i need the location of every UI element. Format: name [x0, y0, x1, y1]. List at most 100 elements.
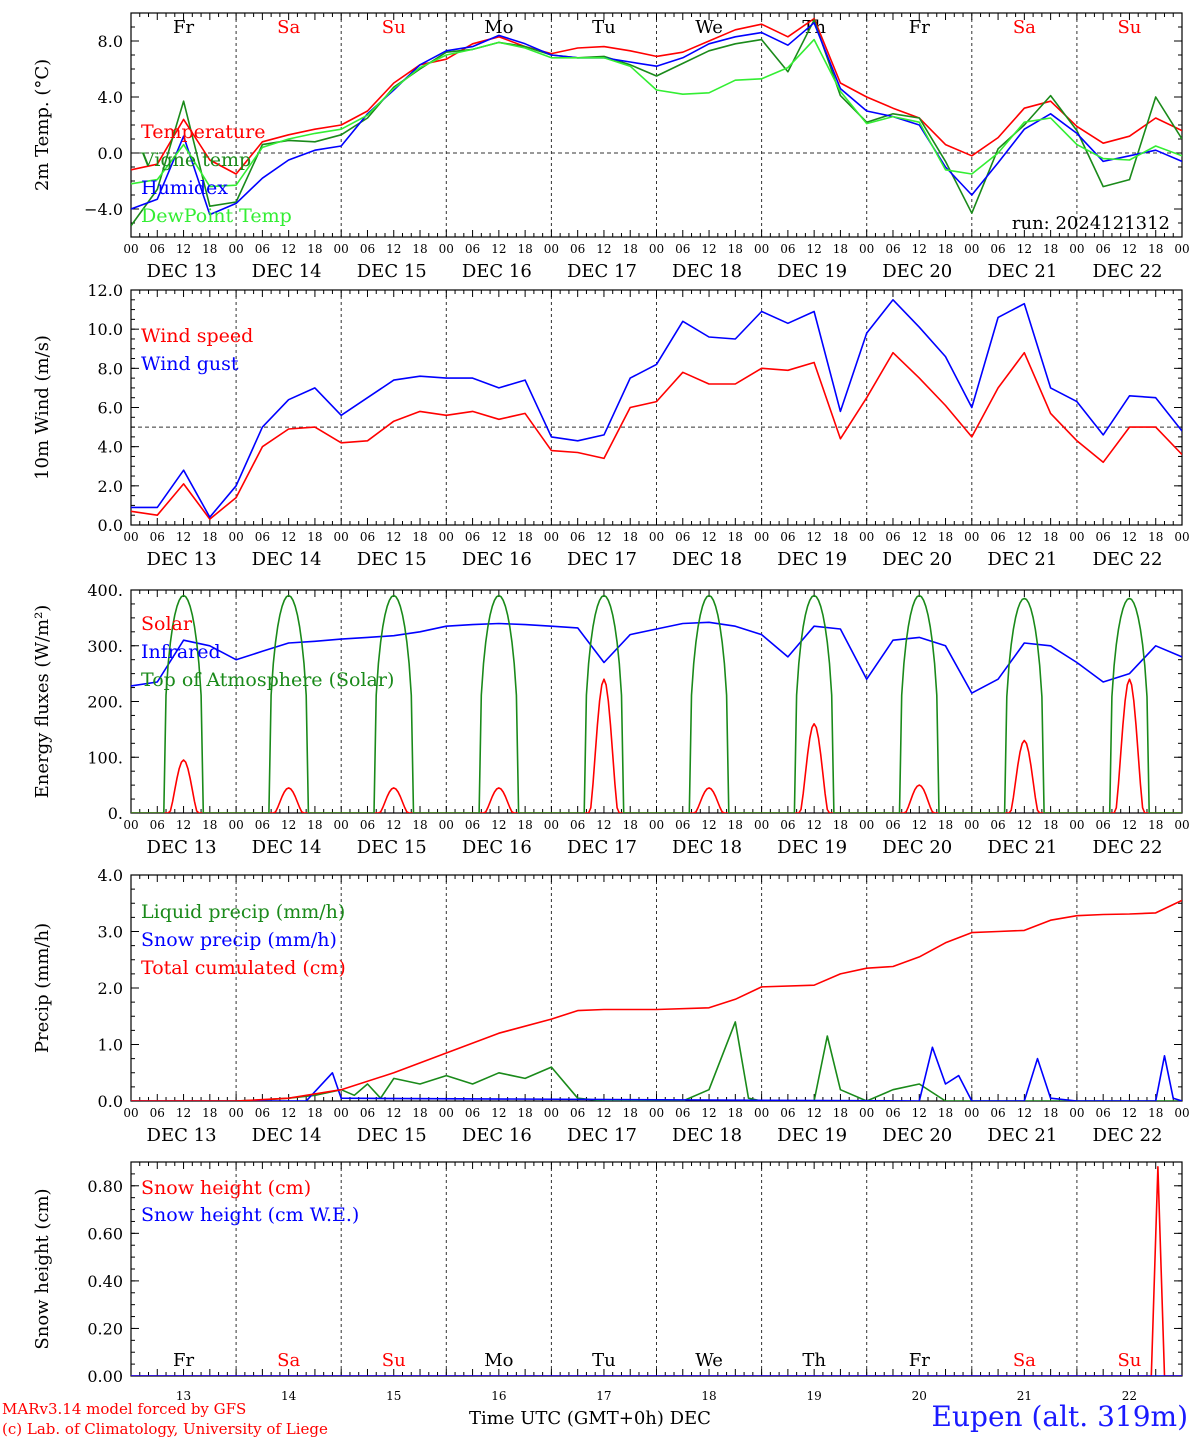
y-tick-label: 0.80 — [87, 1177, 123, 1196]
hour-label: 00 — [544, 530, 559, 544]
hour-label: 06 — [465, 242, 480, 256]
day-name-label: Fr — [909, 1350, 930, 1371]
date-label: DEC 18 — [672, 837, 742, 858]
hour-label: 12 — [176, 1106, 191, 1120]
day-number-label: 19 — [807, 1389, 822, 1403]
hour-label: 00 — [1069, 1106, 1084, 1120]
date-label: DEC 20 — [882, 837, 952, 858]
date-label: DEC 22 — [1092, 261, 1162, 282]
hour-label: 00 — [859, 242, 874, 256]
day-number-label: 17 — [596, 1389, 611, 1403]
day-name-label: Tu — [592, 1350, 616, 1371]
day-number-label: 18 — [701, 1389, 716, 1403]
day-name-label: We — [695, 17, 723, 38]
hour-label: 00 — [1174, 818, 1189, 832]
y-axis-label: Snow height (cm) — [32, 1188, 53, 1349]
date-label: DEC 21 — [987, 837, 1057, 858]
hour-label: 00 — [754, 242, 769, 256]
hour-label: 00 — [334, 242, 349, 256]
series-line-snow-height-cm- — [131, 1166, 1182, 1376]
hour-label: 06 — [780, 1106, 795, 1120]
hour-label: 06 — [360, 242, 375, 256]
day-name-label: Su — [382, 17, 406, 38]
legend-entry: DewPoint Temp — [141, 205, 292, 227]
day-name-label: Fr — [909, 17, 930, 38]
legend-entry: Humidex — [141, 177, 228, 199]
hour-label: 00 — [649, 530, 664, 544]
hour-label: 00 — [123, 530, 138, 544]
hour-label: 12 — [281, 1106, 296, 1120]
hour-label: 12 — [1122, 530, 1137, 544]
day-name-label: Su — [1117, 17, 1141, 38]
hour-label: 06 — [255, 530, 270, 544]
hour-label: 18 — [1148, 818, 1163, 832]
date-label: DEC 16 — [462, 1125, 532, 1146]
legend-entry: Liquid precip (mm/h) — [141, 901, 345, 923]
hour-label: 06 — [780, 242, 795, 256]
y-tick-label: 2.0 — [98, 979, 123, 998]
hour-label: 12 — [807, 242, 822, 256]
day-name-label: We — [695, 1350, 723, 1371]
hour-label: 12 — [807, 818, 822, 832]
y-tick-label: 6.0 — [98, 399, 123, 418]
hour-label: 00 — [859, 818, 874, 832]
hour-label: 06 — [780, 818, 795, 832]
day-name-label: Fr — [173, 17, 194, 38]
legend-entry: Temperature — [141, 121, 265, 143]
model-credit: MARv3.14 model forced by GFS — [2, 1400, 247, 1418]
y-tick-label: 3.0 — [98, 923, 123, 942]
hour-label: 12 — [491, 818, 506, 832]
hour-label: 12 — [912, 818, 927, 832]
hour-label: 00 — [228, 818, 243, 832]
y-tick-label: 4.0 — [98, 866, 123, 885]
hour-label: 06 — [360, 1106, 375, 1120]
date-label: DEC 13 — [147, 549, 217, 570]
hour-label: 00 — [1069, 242, 1084, 256]
date-label: DEC 13 — [147, 261, 217, 282]
date-label: DEC 18 — [672, 1125, 742, 1146]
legend-entry: Snow height (cm W.E.) — [141, 1204, 359, 1226]
hour-label: 06 — [465, 1106, 480, 1120]
hour-label: 00 — [754, 1106, 769, 1120]
hour-label: 00 — [1174, 242, 1189, 256]
date-label: DEC 20 — [882, 261, 952, 282]
day-name-label: Fr — [173, 1350, 194, 1371]
y-tick-label: 10.0 — [87, 320, 123, 339]
hour-label: 00 — [964, 1106, 979, 1120]
hour-label: 18 — [1043, 530, 1058, 544]
hour-label: 12 — [596, 818, 611, 832]
hour-label: 12 — [1122, 818, 1137, 832]
y-tick-label: 8.0 — [98, 359, 123, 378]
hour-label: 00 — [228, 530, 243, 544]
panel-5: 0.80 0.60 0.40 0.20 0.00 Snow height (cm) Fr Sa… — [32, 1161, 1183, 1429]
date-label: DEC 20 — [882, 549, 952, 570]
hour-label: 06 — [990, 818, 1005, 832]
panel-3: 400. 300. 200. 100. 0. Energy fluxes (W/m²) 00… — [32, 581, 1190, 858]
y-tick-label: −4.0 — [84, 200, 123, 219]
day-number-label: 13 — [176, 1389, 191, 1403]
date-label: DEC 15 — [357, 261, 427, 282]
hour-label: 06 — [360, 818, 375, 832]
hour-label: 06 — [1096, 1106, 1111, 1120]
hour-label: 00 — [123, 1106, 138, 1120]
hour-label: 00 — [123, 818, 138, 832]
y-axis-label: 2m Temp. (°C) — [32, 59, 53, 191]
hour-label: 06 — [675, 818, 690, 832]
hour-label: 06 — [570, 530, 585, 544]
y-tick-label: 300. — [87, 637, 123, 656]
date-label: DEC 17 — [567, 549, 637, 570]
hour-label: 18 — [517, 530, 532, 544]
hour-label: 18 — [307, 242, 322, 256]
y-tick-label: 0.20 — [87, 1319, 123, 1338]
hour-label: 06 — [570, 1106, 585, 1120]
hour-label: 12 — [491, 242, 506, 256]
day-number-label: 14 — [281, 1389, 297, 1403]
hour-label: 00 — [228, 242, 243, 256]
hour-label: 00 — [228, 1106, 243, 1120]
x-axis-label: Time UTC (GMT+0h) DEC — [469, 1408, 711, 1429]
hour-label: 12 — [596, 242, 611, 256]
hour-label: 18 — [833, 1106, 848, 1120]
y-tick-label: 200. — [87, 693, 123, 712]
date-label: DEC 21 — [987, 1125, 1057, 1146]
